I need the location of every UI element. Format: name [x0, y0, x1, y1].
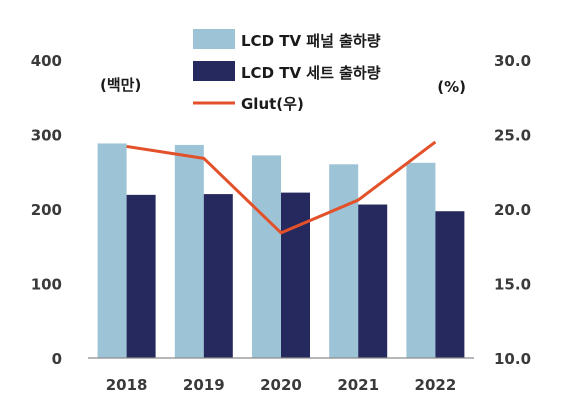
x-tick-label: 2018 [106, 376, 148, 394]
bar-set-2021 [358, 204, 388, 358]
x-tick-label: 2020 [260, 376, 302, 394]
bar-panel-2019 [174, 144, 204, 358]
bar-panel-2020 [252, 155, 281, 358]
right-tick-label: 20.0 [494, 201, 531, 219]
bar-panel-2022 [406, 162, 436, 358]
legend: LCD TV 패널 출하량 LCD TV 세트 출하량 Glut(우) [193, 29, 381, 113]
x-axis: 2018 2019 2020 2021 2022 [106, 376, 457, 394]
x-tick-label: 2019 [183, 376, 225, 394]
bar-set-2020 [281, 192, 310, 358]
right-tick-label: 10.0 [494, 350, 531, 368]
bar-panel-2018 [97, 143, 127, 358]
bar-set-2018 [126, 194, 156, 358]
left-tick-label: 100 [31, 276, 62, 294]
left-axis-unit: (백만) [100, 76, 141, 94]
bars [88, 143, 474, 359]
left-axis: 0 100 200 300 400 [31, 52, 62, 368]
left-tick-label: 300 [31, 127, 62, 145]
right-axis: 10.0 15.0 20.0 25.0 30.0 [494, 52, 531, 368]
left-tick-label: 400 [31, 52, 62, 70]
legend-swatch-set [193, 61, 235, 81]
left-tick-label: 200 [31, 201, 62, 219]
x-tick-label: 2021 [337, 376, 379, 394]
legend-label-glut: Glut(우) [241, 95, 304, 113]
right-tick-label: 30.0 [494, 52, 531, 70]
left-tick-label: 0 [52, 350, 62, 368]
bar-set-2019 [203, 194, 233, 358]
right-tick-label: 15.0 [494, 276, 531, 294]
bar-panel-2021 [329, 164, 359, 358]
glut-line-layer [126, 140, 437, 235]
legend-label-set: LCD TV 세트 출하량 [241, 64, 381, 82]
x-tick-label: 2022 [415, 376, 457, 394]
legend-label-panel: LCD TV 패널 출하량 [241, 32, 381, 50]
bar-set-2022 [435, 211, 465, 358]
right-axis-unit: (%) [437, 78, 466, 96]
legend-swatch-panel [193, 29, 235, 49]
right-tick-label: 25.0 [494, 127, 531, 145]
